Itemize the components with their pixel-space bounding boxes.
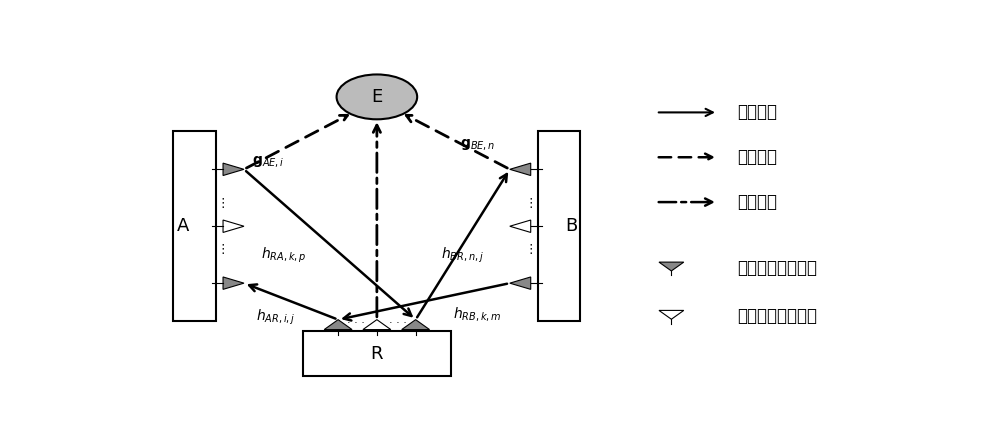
Text: ⋮: ⋮ — [217, 242, 229, 255]
Text: B: B — [565, 217, 577, 235]
FancyBboxPatch shape — [303, 332, 451, 376]
Text: $h_{RB,k,m}$: $h_{RB,k,m}$ — [453, 305, 502, 323]
FancyBboxPatch shape — [538, 131, 580, 321]
Text: 合法信道: 合法信道 — [737, 103, 777, 121]
Text: E: E — [371, 88, 382, 106]
Polygon shape — [223, 220, 244, 233]
Polygon shape — [223, 277, 244, 289]
Text: $\mathbf{g}_{BE,n}$: $\mathbf{g}_{BE,n}$ — [460, 138, 495, 153]
Text: · · ·: · · · — [389, 319, 407, 328]
Polygon shape — [324, 320, 352, 330]
Text: $h_{RA,k,p}$: $h_{RA,k,p}$ — [261, 246, 307, 265]
Polygon shape — [402, 320, 430, 330]
Text: $h_{AR,i,j}$: $h_{AR,i,j}$ — [256, 308, 296, 327]
Polygon shape — [363, 320, 391, 330]
Polygon shape — [510, 163, 531, 176]
Text: 所选择的接收天线: 所选择的接收天线 — [737, 307, 817, 325]
Text: ⋮: ⋮ — [524, 197, 537, 210]
Polygon shape — [510, 220, 531, 233]
Polygon shape — [659, 310, 684, 319]
Text: $\mathbf{g}_{AE,i}$: $\mathbf{g}_{AE,i}$ — [252, 155, 285, 170]
Text: ⋮: ⋮ — [217, 197, 229, 210]
Polygon shape — [223, 163, 244, 176]
Ellipse shape — [337, 74, 417, 119]
Text: A: A — [177, 217, 189, 235]
Text: ⋮: ⋮ — [524, 242, 537, 255]
Text: 所选择的发送天线: 所选择的发送天线 — [737, 258, 817, 276]
Polygon shape — [659, 262, 684, 271]
Text: $h_{BR,n,j}$: $h_{BR,n,j}$ — [441, 246, 484, 265]
Text: 干扰信道: 干扰信道 — [737, 193, 777, 211]
FancyBboxPatch shape — [173, 131, 216, 321]
Text: 窃听信道: 窃听信道 — [737, 148, 777, 166]
Text: · · ·: · · · — [347, 319, 365, 328]
Text: R: R — [371, 345, 383, 363]
Polygon shape — [510, 277, 531, 289]
